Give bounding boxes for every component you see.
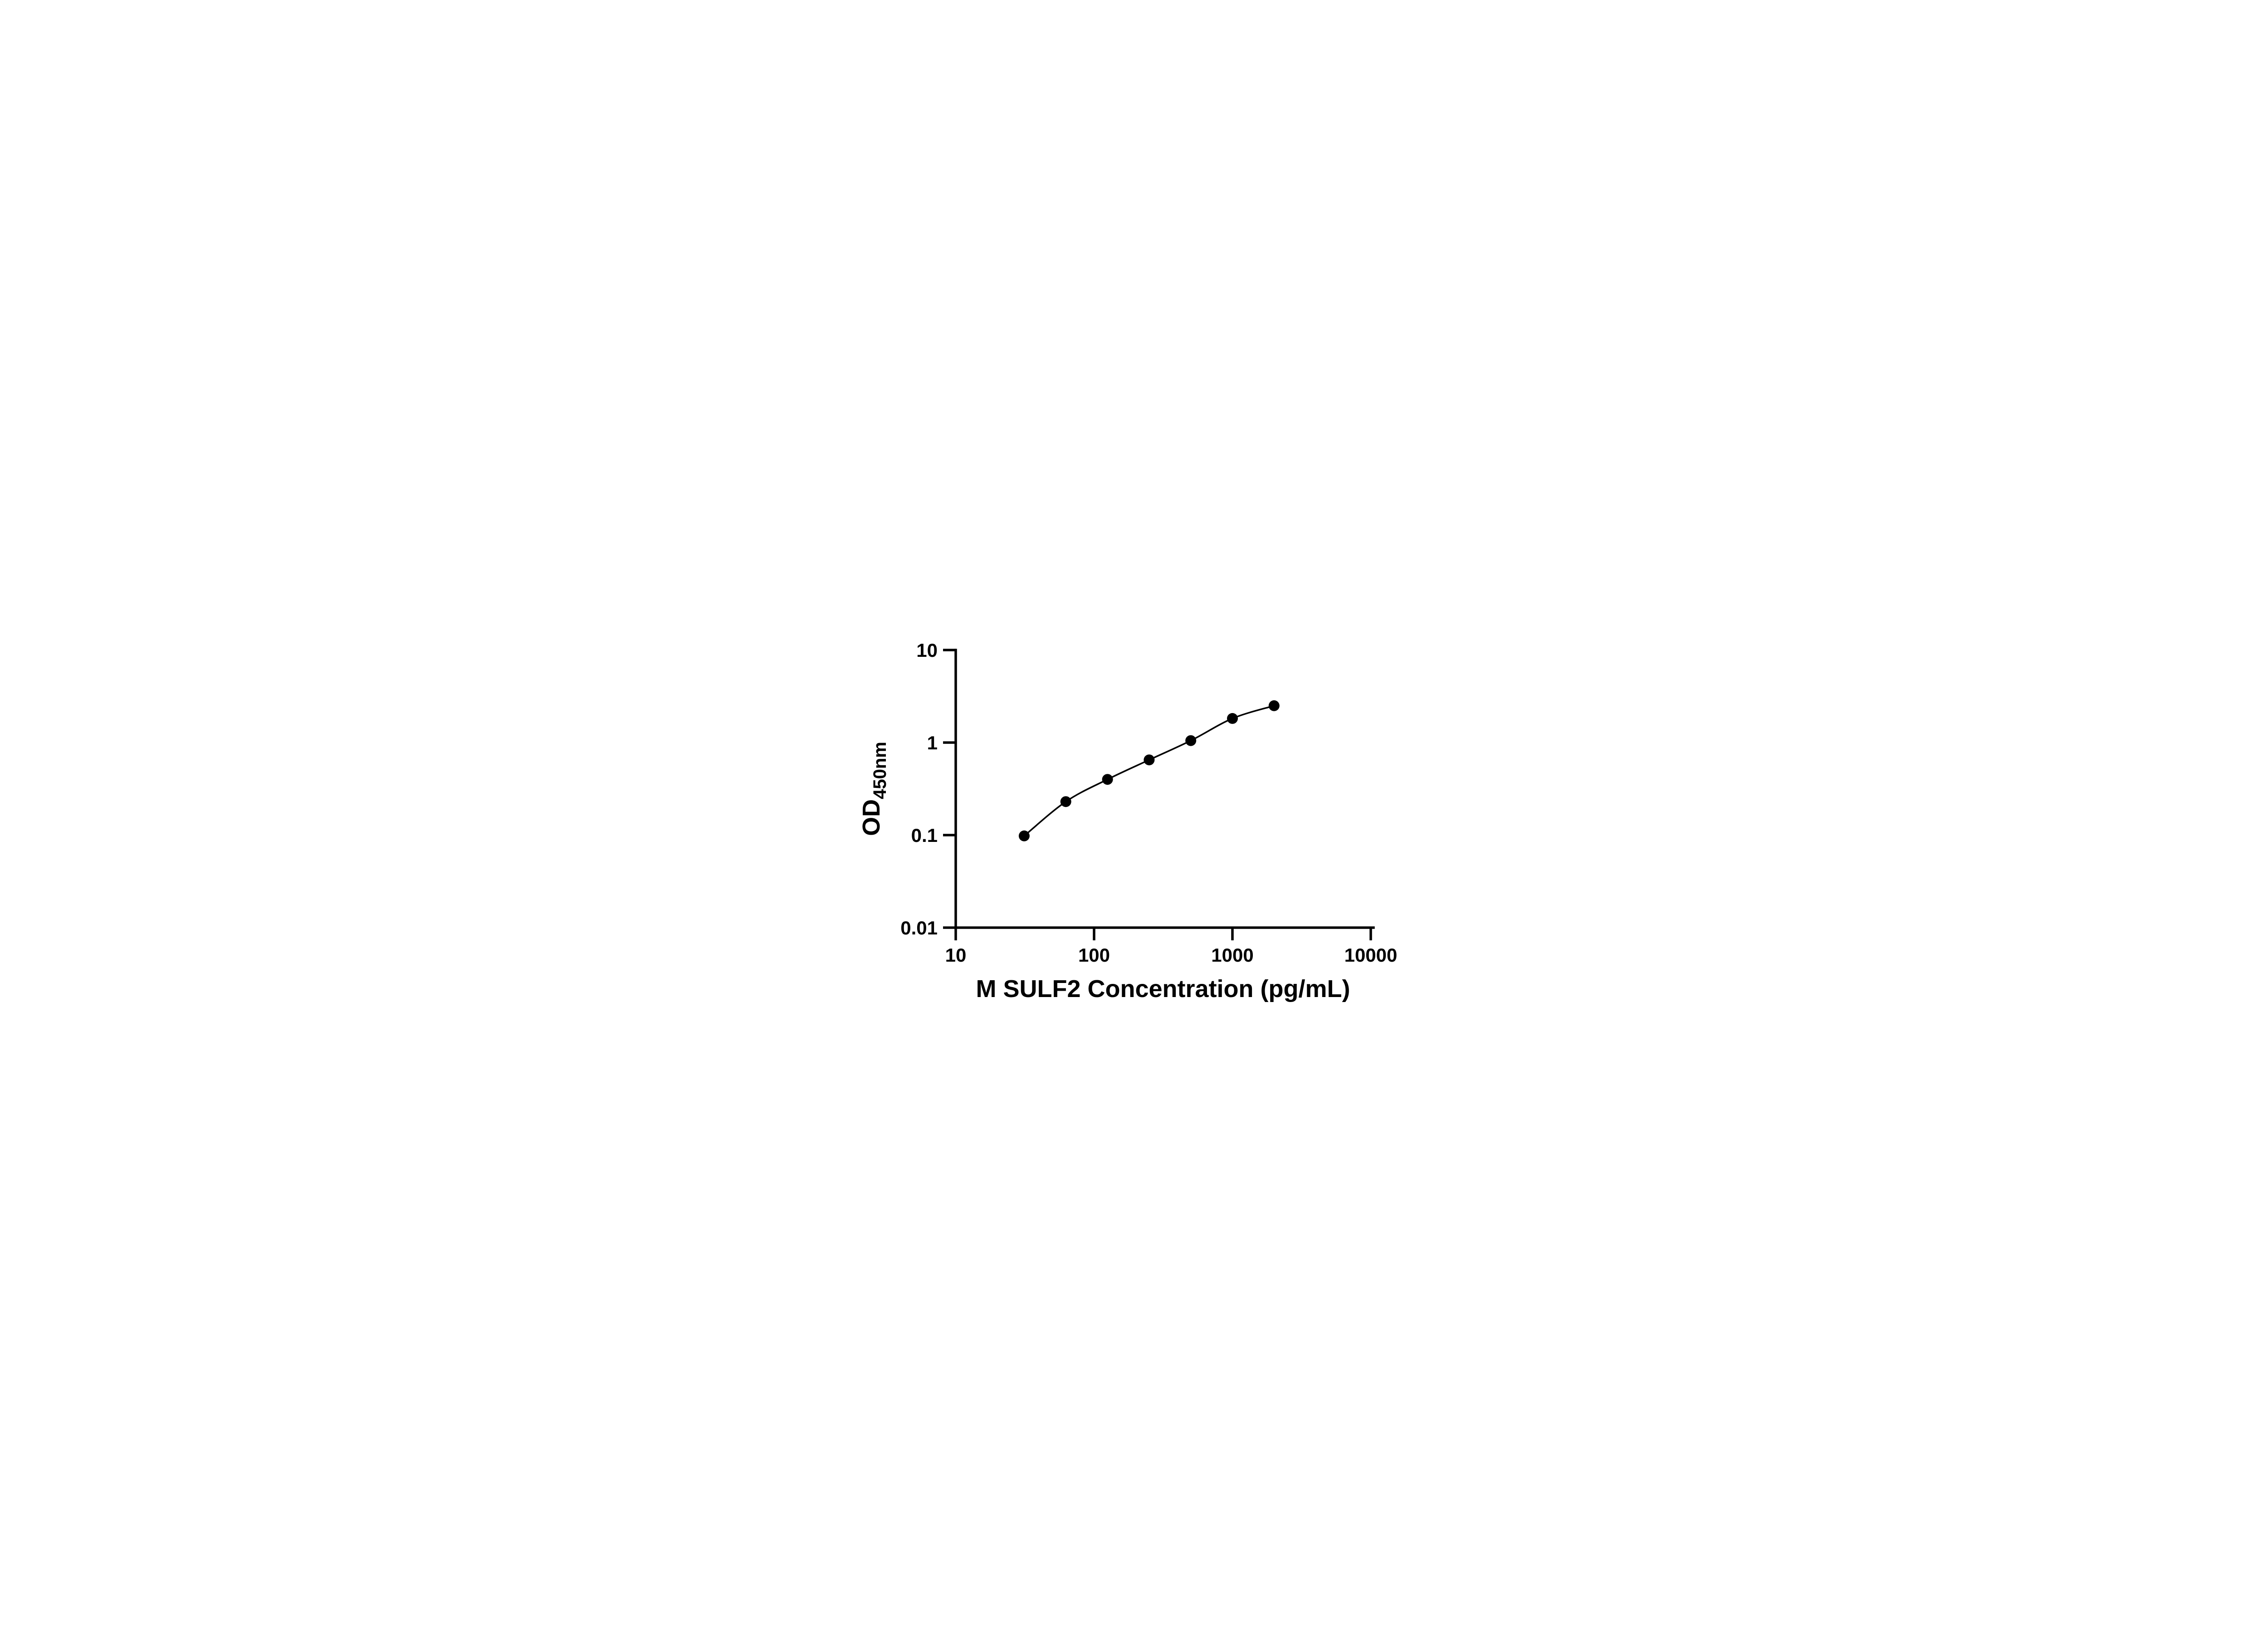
data-point — [1102, 774, 1113, 785]
x-tick-label: 1000 — [1211, 944, 1253, 966]
y-tick-label: 0.1 — [911, 825, 938, 846]
y-axis-title-main: OD — [858, 799, 885, 836]
x-tick-label: 100 — [1078, 944, 1110, 966]
y-axis-ticks: 10 1 0.1 0.01 — [900, 640, 956, 939]
data-point — [1018, 830, 1030, 841]
data-point — [1268, 700, 1280, 711]
data-point — [1227, 713, 1238, 724]
chart-canvas: 10 100 1000 10000 10 1 0.1 0.01 M SULF2 Concen… — [858, 640, 1398, 1002]
y-axis-title-subscript: 450nm — [870, 742, 890, 799]
axes — [954, 649, 1375, 929]
data-point — [1185, 735, 1197, 746]
x-tick-label: 10000 — [1344, 944, 1398, 966]
x-axis-ticks: 10 100 1000 10000 — [945, 928, 1398, 966]
data-points-layer — [1018, 700, 1280, 841]
x-tick-label: 10 — [945, 944, 967, 966]
fit-curve — [1023, 705, 1275, 837]
curve-layer — [1023, 705, 1275, 837]
y-tick-label: 10 — [916, 640, 938, 661]
x-axis-title: M SULF2 Concentration (pg/mL) — [976, 975, 1350, 1002]
data-point — [1060, 796, 1071, 807]
y-tick-label: 0.01 — [900, 917, 938, 939]
y-tick-label: 1 — [927, 732, 938, 753]
standard-curve-chart: 10 100 1000 10000 10 1 0.1 0.01 M SULF2 Concen… — [842, 612, 1426, 1021]
y-axis-title: OD450nm — [858, 742, 890, 836]
data-point — [1144, 754, 1155, 766]
